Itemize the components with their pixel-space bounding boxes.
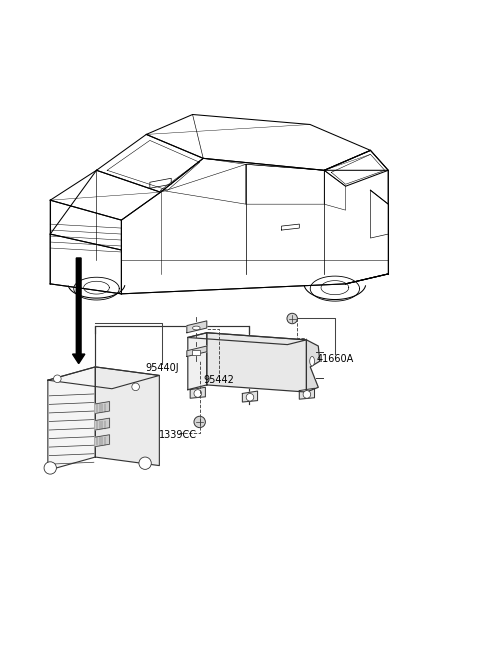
Ellipse shape [310,356,314,366]
Text: 95442: 95442 [203,375,234,385]
Circle shape [194,390,202,398]
Circle shape [44,462,56,474]
Polygon shape [187,346,207,356]
Polygon shape [48,367,96,470]
Polygon shape [300,388,314,399]
Polygon shape [96,418,109,430]
Polygon shape [188,333,306,344]
Polygon shape [188,333,207,390]
Circle shape [139,457,151,470]
FancyArrow shape [72,258,85,363]
Polygon shape [48,367,159,389]
Circle shape [287,314,298,323]
Polygon shape [190,387,205,398]
Text: 1339CC: 1339CC [159,430,197,440]
Polygon shape [306,340,320,392]
Circle shape [54,375,61,382]
Text: 95440J: 95440J [145,363,179,373]
Circle shape [246,394,254,401]
Circle shape [194,417,205,428]
Circle shape [132,383,139,390]
Polygon shape [96,435,109,447]
Polygon shape [187,321,207,333]
Polygon shape [242,391,258,402]
Polygon shape [96,367,159,466]
Text: 41660A: 41660A [316,354,353,364]
Polygon shape [96,401,109,413]
FancyBboxPatch shape [192,350,200,355]
Circle shape [303,390,311,398]
Polygon shape [207,333,306,392]
Ellipse shape [192,326,200,330]
